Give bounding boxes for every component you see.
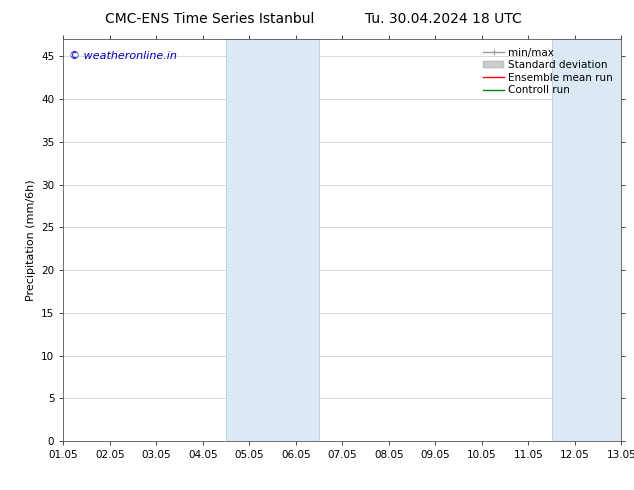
Text: Tu. 30.04.2024 18 UTC: Tu. 30.04.2024 18 UTC	[365, 12, 522, 26]
Text: CMC-ENS Time Series Istanbul: CMC-ENS Time Series Istanbul	[105, 12, 314, 26]
Bar	[552, 39, 621, 441]
Bar	[226, 39, 319, 441]
Legend: min/max, Standard deviation, Ensemble mean run, Controll run: min/max, Standard deviation, Ensemble me…	[480, 45, 616, 98]
Text: © weatheronline.in: © weatheronline.in	[69, 51, 177, 61]
Y-axis label: Precipitation (mm/6h): Precipitation (mm/6h)	[25, 179, 36, 301]
